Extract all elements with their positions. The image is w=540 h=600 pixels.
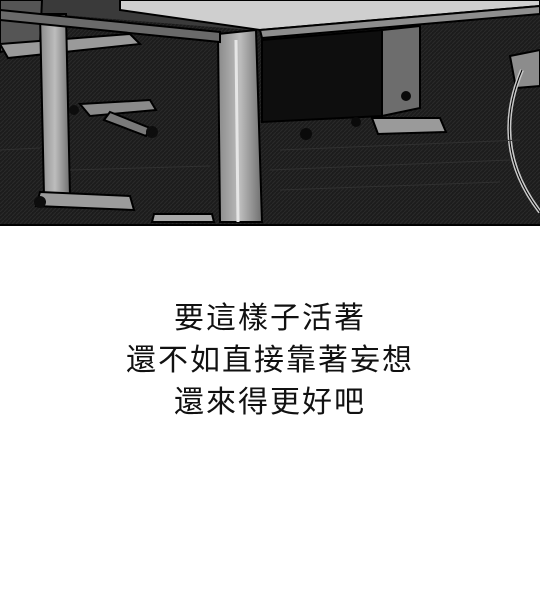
caption-line-2: 還不如直接靠著妄想 (126, 343, 414, 378)
cabinet-caster-3 (401, 91, 411, 101)
desk-top-edge (258, 4, 540, 40)
caption-line-3: 還來得更好吧 (174, 385, 366, 420)
cabinet-caster-2 (351, 117, 361, 127)
left-foot-caster (34, 196, 46, 208)
center-foot-bar (150, 213, 216, 223)
right-chair-seat (508, 48, 540, 90)
chair-caster-1 (146, 126, 158, 138)
center-leg-highlight (234, 39, 240, 223)
left-desk-leg (38, 13, 72, 197)
chair-base-arm-2 (102, 110, 152, 138)
comic-panel-office (0, 0, 540, 226)
right-cable-outline (508, 69, 540, 213)
cabinet-caster-1 (300, 128, 312, 140)
caption-line-1: 要這樣子活著 (174, 301, 366, 336)
center-desk-leg (216, 28, 264, 223)
desk-side-rail (0, 8, 221, 44)
left-chair-seat (0, 32, 143, 60)
chair-base-arm-1 (77, 98, 158, 118)
office-scene-illustration (0, 0, 540, 226)
left-desk-foot (34, 190, 136, 212)
right-foot-plate (370, 117, 448, 136)
back-cabinet-side (381, 24, 421, 118)
back-cabinet (261, 28, 383, 124)
chair-caster-2 (69, 105, 79, 115)
narration-caption: 要這樣子活著 還不如直接靠著妄想 還來得更好吧 (0, 298, 540, 424)
floor-texture (0, 139, 521, 191)
